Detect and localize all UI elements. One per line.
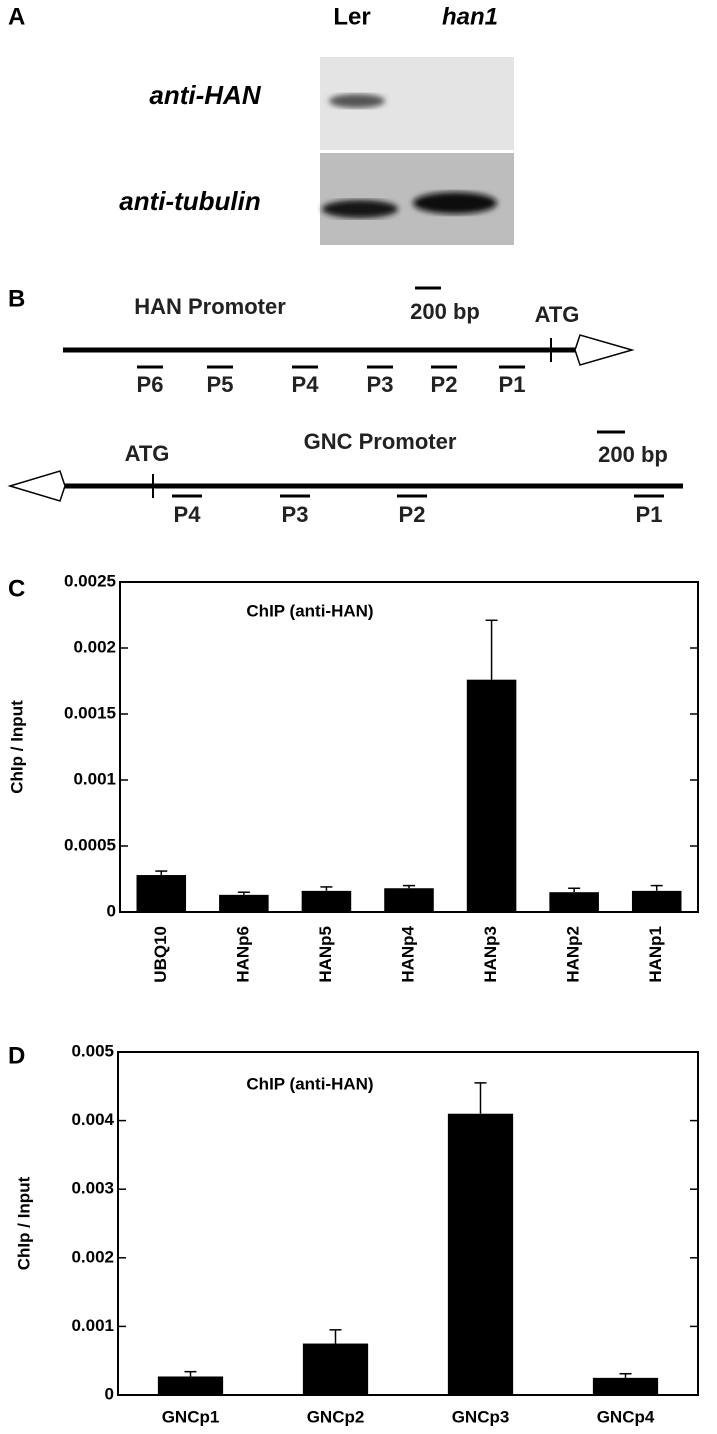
x-tick-label: HANp6	[233, 926, 252, 983]
bar	[301, 890, 352, 912]
x-tick-label: GNCp2	[307, 1407, 365, 1426]
x-tick-label: GNCp3	[452, 1407, 510, 1426]
bar	[447, 1113, 514, 1395]
bar	[136, 875, 187, 912]
column-label: han1	[442, 3, 498, 30]
bar	[549, 892, 599, 912]
bar	[384, 888, 434, 912]
y-tick-label: 0.003	[71, 1179, 114, 1198]
y-axis-label: ChIp / Input	[14, 1176, 33, 1270]
annotation: ChIP (anti-HAN)	[246, 601, 373, 620]
bar	[466, 679, 517, 912]
start-label: ATG	[535, 302, 580, 327]
primer-label: P2	[431, 372, 458, 397]
panel-label: A	[8, 3, 25, 30]
diagram-title: HAN Promoter	[134, 294, 286, 319]
x-tick-label: UBQ10	[151, 926, 170, 983]
y-tick-label: 0.005	[71, 1041, 114, 1060]
row-label: anti-HAN	[149, 80, 261, 110]
x-tick-label: HANp2	[564, 926, 583, 983]
primer-label: P3	[367, 372, 394, 397]
primer-label: P1	[636, 502, 663, 527]
primer-label: P5	[207, 372, 234, 397]
x-tick-label: GNCp1	[162, 1407, 220, 1426]
bar	[219, 894, 269, 912]
plot-frame	[119, 581, 699, 913]
y-tick-label: 0	[105, 1384, 114, 1403]
primer-label: P3	[282, 502, 309, 527]
bar	[157, 1376, 224, 1395]
plot-frame	[117, 1051, 699, 1396]
y-tick-label: 0.0025	[64, 571, 116, 590]
scale-label: 200 bp	[410, 299, 480, 324]
y-axis-label: ChIp / Input	[7, 700, 26, 794]
blot-band	[413, 192, 497, 214]
panel-label: B	[8, 285, 25, 312]
bar	[592, 1377, 659, 1395]
y-tick-label: 0.002	[73, 637, 116, 656]
diagram-title: GNC Promoter	[304, 429, 457, 454]
primer-label: P2	[399, 502, 426, 527]
primer-label: P4	[174, 502, 202, 527]
x-tick-label: HANp1	[646, 926, 665, 983]
bar	[631, 890, 682, 912]
arrow-head	[7, 470, 66, 502]
row-label: anti-tubulin	[119, 186, 261, 216]
y-tick-label: 0.0015	[64, 703, 116, 722]
primer-label: P1	[499, 372, 526, 397]
y-tick-label: 0.001	[73, 769, 116, 788]
y-tick-label: 0	[107, 901, 116, 920]
scale-label: 200 bp	[598, 442, 668, 467]
y-tick-label: 0.004	[71, 1110, 114, 1129]
x-tick-label: HANp3	[481, 926, 500, 983]
primer-label: P4	[292, 372, 320, 397]
annotation: ChIP (anti-HAN)	[246, 1074, 373, 1093]
panel-label: C	[8, 575, 25, 602]
x-tick-label: GNCp4	[597, 1407, 655, 1426]
y-tick-label: 0.001	[71, 1316, 114, 1335]
y-tick-label: 0.0005	[64, 835, 116, 854]
blot-band	[322, 200, 398, 218]
panel-label: D	[8, 1042, 25, 1069]
column-label: Ler	[333, 3, 370, 30]
bar	[302, 1343, 369, 1395]
start-label: ATG	[125, 441, 170, 466]
x-tick-label: HANp4	[398, 925, 417, 982]
y-tick-label: 0.002	[71, 1247, 114, 1266]
x-tick-label: HANp5	[316, 926, 335, 983]
arrow-head	[574, 334, 635, 366]
primer-label: P6	[137, 372, 164, 397]
blot-band	[329, 94, 385, 108]
